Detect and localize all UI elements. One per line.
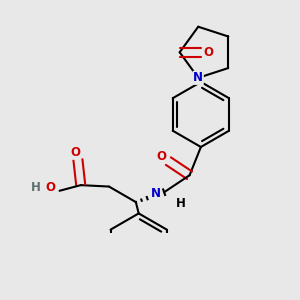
Text: N: N — [151, 187, 161, 200]
Text: O: O — [70, 146, 80, 159]
Text: O: O — [156, 150, 166, 164]
Text: H: H — [31, 182, 41, 194]
Text: N: N — [193, 71, 203, 84]
Text: O: O — [203, 46, 213, 59]
Text: H: H — [176, 197, 185, 210]
Text: O: O — [45, 182, 55, 194]
